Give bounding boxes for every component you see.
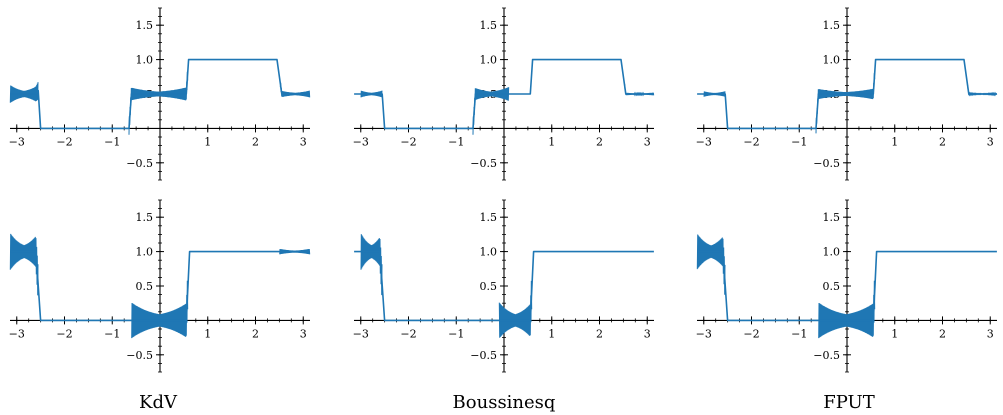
y-tick-label: 1.5 <box>136 211 154 224</box>
x-tick-label: 2 <box>939 327 946 340</box>
x-tick-label: −2 <box>56 327 72 340</box>
y-tick-label: −0.5 <box>813 349 840 362</box>
y-tick-label: −0.5 <box>470 157 497 170</box>
x-tick-label: −1 <box>448 135 464 148</box>
y-tick-label: 1.0 <box>136 246 154 259</box>
y-tick-label: 1.5 <box>136 19 154 32</box>
column-titles: KdV Boussinesq FPUT <box>139 392 875 413</box>
x-tick-label: 3 <box>300 327 307 340</box>
y-tick-label: 1.0 <box>136 54 154 67</box>
x-tick-label: 1 <box>548 327 555 340</box>
x-tick-label: 3 <box>644 327 651 340</box>
x-tick-label: −1 <box>104 135 120 148</box>
y-tick-label: 1.0 <box>823 246 841 259</box>
y-tick-label: 1.5 <box>480 19 498 32</box>
x-tick-label: −3 <box>9 135 25 148</box>
oscillation-band <box>9 233 39 296</box>
y-tick-label: −0.5 <box>126 157 153 170</box>
x-tick-label: 3 <box>644 135 651 148</box>
x-tick-label: −2 <box>400 327 416 340</box>
series-line <box>10 250 310 322</box>
x-tick-label: 2 <box>252 327 259 340</box>
x-tick-label: −2 <box>400 135 416 148</box>
x-tick-label: −3 <box>353 135 369 148</box>
x-tick-label: −1 <box>791 327 807 340</box>
column-title-fput: FPUT <box>823 392 874 413</box>
series-line <box>697 250 997 322</box>
y-tick-label: −0.5 <box>126 349 153 362</box>
y-tick-label: −0.5 <box>470 349 497 362</box>
column-title-kdv: KdV <box>139 392 178 413</box>
series-line <box>10 58 310 130</box>
x-tick-label: −1 <box>791 135 807 148</box>
oscillation-band <box>128 71 189 135</box>
x-tick-label: −1 <box>104 327 120 340</box>
column-title-boussinesq: Boussinesq <box>453 392 556 413</box>
y-tick-label: 1.0 <box>480 54 498 67</box>
x-tick-label: −2 <box>743 135 759 148</box>
oscillation-band <box>9 82 39 103</box>
y-tick-label: 0.5 <box>823 280 841 293</box>
x-tick-label: −3 <box>9 327 25 340</box>
oscillation-band <box>818 280 876 339</box>
y-tick-label: 1.5 <box>480 211 498 224</box>
y-tick-label: 1.5 <box>823 19 841 32</box>
x-tick-label: −2 <box>56 135 72 148</box>
x-tick-label: −1 <box>448 327 464 340</box>
x-tick-label: 2 <box>596 327 603 340</box>
oscillation-band <box>696 234 726 295</box>
oscillation-band <box>131 280 189 339</box>
oscillation-band <box>279 248 311 255</box>
x-tick-label: 2 <box>252 135 259 148</box>
x-tick-label: 3 <box>987 135 994 148</box>
y-tick-label: −0.5 <box>813 157 840 170</box>
oscillation-band <box>815 73 876 134</box>
y-tick-label: 1.0 <box>480 246 498 259</box>
x-tick-label: 2 <box>939 135 946 148</box>
x-tick-label: 3 <box>987 327 994 340</box>
y-tick-label: 0.5 <box>480 280 498 293</box>
panel-boussinesq-row2: −3 −2 −1 1 2 3 −0.5 0.5 1.0 1.5 <box>353 199 654 373</box>
x-tick-label: 2 <box>596 135 603 148</box>
panel-grid: −3 −2 −1 1 2 3 −0.5 0.5 1.0 1.5 −3 −2 −1 1 2 3 −0.5 0.5 1.… <box>9 7 998 373</box>
x-tick-label: 1 <box>891 327 898 340</box>
panel-fput-row1: −3 −2 −1 1 2 3−0.50.51.01.5 <box>696 7 998 181</box>
x-tick-label: 1 <box>204 135 211 148</box>
panel-kdv-row2: −3 −2 −1 1 2 3 −0.5 0.5 1.0 1.5 <box>9 199 311 373</box>
panel-fput-row2: −3 −2 −1 1 2 3 −0.5 0.5 1.0 1.5 <box>696 199 997 373</box>
oscillation-band <box>360 234 383 296</box>
oscillation-band <box>279 82 311 98</box>
x-tick-label: −3 <box>696 327 712 340</box>
x-tick-label: 1 <box>548 135 555 148</box>
x-tick-label: 1 <box>204 327 211 340</box>
x-tick-label: 3 <box>300 135 307 148</box>
y-tick-label: 1.0 <box>823 54 841 67</box>
oscillation-band <box>966 84 998 97</box>
y-tick-label: 1.5 <box>823 211 841 224</box>
y-tick-label: 0.5 <box>136 280 154 293</box>
x-tick-label: −3 <box>696 135 712 148</box>
series-line <box>697 58 997 130</box>
x-tick-label: −3 <box>353 327 369 340</box>
series-line <box>354 58 654 130</box>
panel-kdv-row1: −3 −2 −1 1 2 3−0.50.51.01.5 <box>9 7 311 181</box>
panel-boussinesq-row1: −3 −2 −1 1 2 3−0.50.51.01.5 <box>353 7 655 181</box>
series-line <box>354 250 654 322</box>
x-tick-label: −2 <box>743 327 759 340</box>
x-tick-label: 1 <box>891 135 898 148</box>
